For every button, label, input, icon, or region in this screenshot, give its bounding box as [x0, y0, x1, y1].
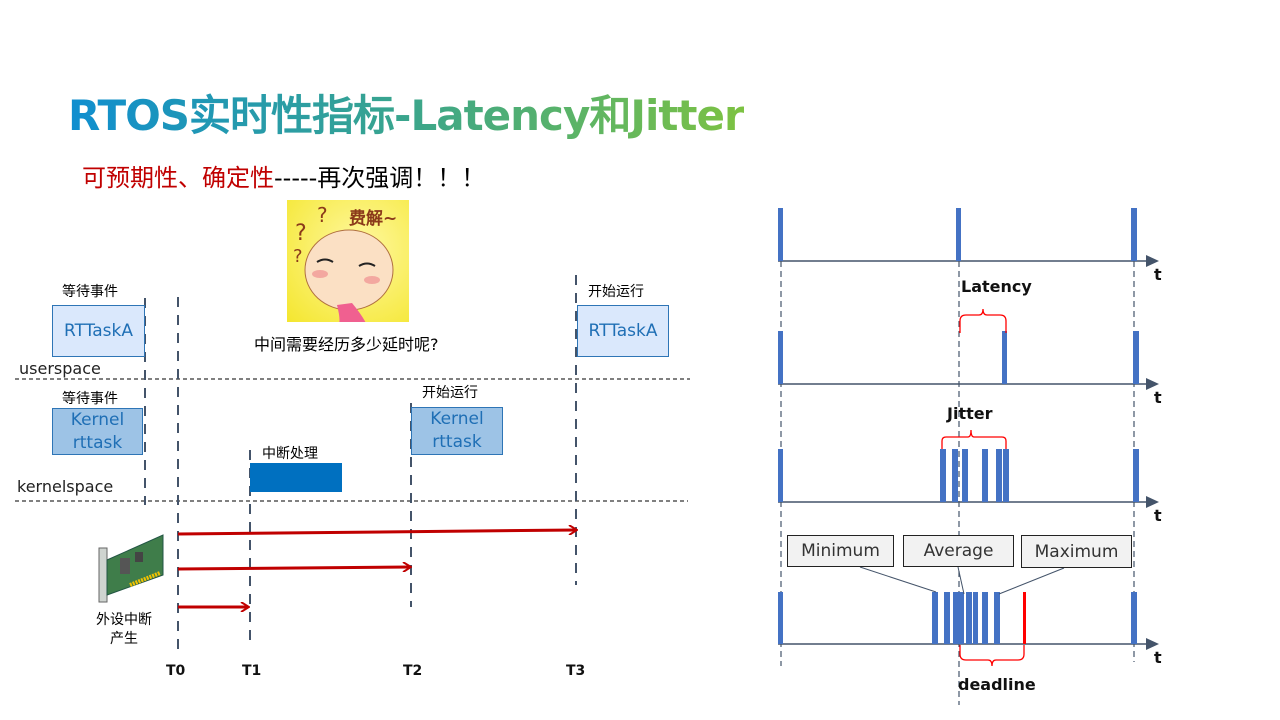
start-run-kernel-label: 开始运行 [422, 385, 478, 401]
network-card-icon [98, 534, 164, 603]
time-t2: T2 [403, 663, 423, 679]
axis-arrowhead [1146, 255, 1159, 267]
kernel-line: Kernel [430, 409, 484, 429]
axis-arrowhead [1146, 496, 1159, 508]
svg-text:?: ? [317, 203, 328, 227]
axis-arrowhead [1146, 378, 1159, 390]
wait-event-kernel-label: 等待事件 [62, 391, 118, 407]
event-bar [982, 592, 988, 644]
event-bar [944, 592, 950, 644]
slide-subtitle: 可预期性、确定性-----再次强调！！！ [82, 158, 485, 193]
event-bar [962, 449, 968, 502]
userspace-label: userspace [19, 359, 101, 378]
t0-t2-arrow [177, 567, 410, 569]
start-run-user-label: 开始运行 [588, 284, 644, 300]
event-bar [952, 449, 958, 502]
maximum-box: Maximum [1021, 535, 1132, 568]
average-pointer [957, 566, 965, 595]
deadline-label: deadline [958, 675, 1036, 694]
axis-arrowhead [1146, 638, 1159, 650]
event-bar [1131, 592, 1137, 644]
event-bar [994, 592, 1000, 644]
jitter-label: Jitter [947, 404, 993, 423]
event-bar [932, 592, 938, 644]
latency-question: 中间需要经历多少延时呢? [254, 335, 439, 354]
wait-event-user-label: 等待事件 [62, 284, 118, 300]
kernel-rttask-before-box: Kernel rttask [52, 408, 143, 455]
average-box: Average [903, 535, 1014, 567]
latency-brace [959, 308, 1007, 333]
minimum-box: Minimum [787, 535, 894, 567]
t0-t3-arrow [177, 530, 576, 536]
event-bar [1133, 331, 1139, 384]
event-bar [1002, 331, 1007, 384]
rttaska-after-box: RTTaskA [577, 305, 669, 357]
event-bar [973, 592, 978, 644]
rttask-line: rttask [432, 432, 482, 452]
axis-t-label: t [1154, 648, 1162, 667]
axis-t-label: t [1154, 388, 1162, 407]
confused-emoji-image: ??? 费解~ [287, 200, 409, 322]
event-bar [1131, 208, 1137, 261]
subtitle-emphasis: -----再次强调！！！ [274, 164, 486, 192]
svg-text:?: ? [295, 221, 307, 246]
latency-label: Latency [961, 277, 1032, 296]
kernel-rttask-after-box: Kernel rttask [411, 407, 503, 455]
event-bar [940, 449, 946, 502]
axis-t-label: t [1154, 265, 1162, 284]
irq-handling-label: 中断处理 [262, 446, 318, 462]
slide-title: RTOS实时性指标-Latency和Jitter [68, 82, 745, 143]
event-bar [982, 449, 988, 502]
event-bar [1133, 449, 1139, 502]
event-bar [953, 592, 964, 644]
minimum-pointer [859, 566, 937, 593]
rttask-line: rttask [72, 432, 123, 453]
subtitle-sep: 、 [178, 164, 202, 192]
emoji-caption: 费解~ [349, 209, 398, 229]
svg-text:?: ? [293, 246, 303, 267]
jitter-brace [941, 429, 1007, 449]
kernel-line: Kernel [70, 409, 125, 430]
time-t0: T0 [166, 663, 186, 679]
event-bar [778, 331, 783, 384]
confused-face-icon: ??? [293, 203, 394, 322]
subtitle-determinism: 确定性 [202, 164, 274, 192]
event-bar [996, 449, 1002, 502]
subtitle-predictability: 可预期性 [82, 164, 178, 192]
event-bar [778, 449, 783, 502]
deadline-bar [1023, 592, 1026, 644]
device-irq-line1: 外设中断 [96, 612, 152, 628]
time-t3: T3 [566, 663, 586, 679]
maximum-pointer [998, 567, 1065, 595]
irq-handling-block [250, 463, 342, 492]
event-bar [778, 208, 783, 261]
device-irq-line2: 产生 [110, 631, 138, 647]
device-irq-label: 外设中断 产生 [96, 611, 152, 649]
deadline-brace [959, 645, 1025, 667]
time-t1: T1 [242, 663, 262, 679]
event-bar [1003, 449, 1009, 502]
kernelspace-label: kernelspace [17, 477, 114, 496]
event-bar [956, 208, 961, 261]
rttaska-before-box: RTTaskA [52, 305, 145, 357]
event-bar [778, 592, 783, 644]
axis-t-label: t [1154, 506, 1162, 525]
event-bar [966, 592, 972, 644]
